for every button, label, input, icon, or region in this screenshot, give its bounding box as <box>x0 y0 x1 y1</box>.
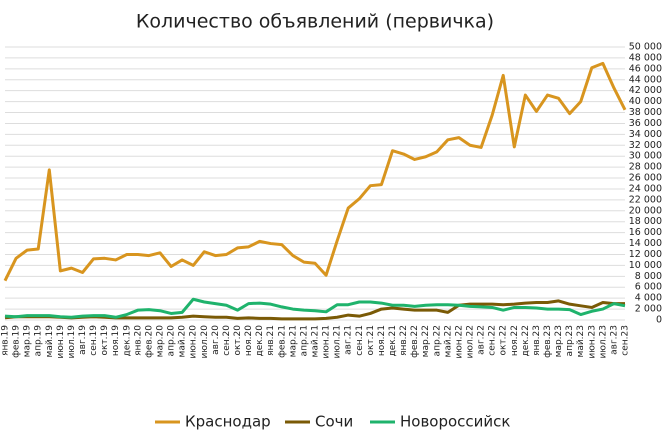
x-tick-label: апр.20 <box>167 325 177 357</box>
x-tick-label: окт.22 <box>499 325 509 356</box>
x-tick-label: июн.19 <box>56 325 66 359</box>
y-tick-label: 2 000 <box>635 304 662 315</box>
y-tick-label: 36 000 <box>629 118 662 129</box>
y-tick-label: 44 000 <box>629 74 662 85</box>
y-tick-label: 42 000 <box>629 85 662 96</box>
legend-label: Новороссийск <box>400 413 510 431</box>
y-tick-label: 0 <box>656 315 662 326</box>
y-tick-label: 34 000 <box>629 129 662 140</box>
x-tick-label: фев.19 <box>12 325 22 358</box>
x-tick-label: дек.19 <box>122 325 132 357</box>
y-tick-label: 30 000 <box>629 151 662 162</box>
x-tick-label: фев.22 <box>410 325 420 358</box>
x-tick-label: сен.19 <box>89 325 99 356</box>
x-tick-label: фев.21 <box>277 325 287 358</box>
x-tick-label: дек.21 <box>388 325 398 357</box>
x-tick-label: ноя.21 <box>377 325 387 356</box>
x-tick-label: мар.20 <box>156 325 166 358</box>
x-tick-label: сен.22 <box>488 325 498 356</box>
x-tick-label: янв.19 <box>1 325 11 356</box>
x-tick-label: апр.21 <box>299 325 309 356</box>
x-tick-label: дек.20 <box>255 325 265 357</box>
x-tick-label: сен.21 <box>355 325 365 356</box>
x-tick-label: окт.19 <box>100 325 110 356</box>
y-tick-label: 28 000 <box>629 162 662 173</box>
x-tick-label: авг.20 <box>211 325 221 355</box>
y-tick-label: 40 000 <box>629 96 662 107</box>
x-tick-label: июн.20 <box>189 325 199 359</box>
y-tick-label: 38 000 <box>629 107 662 118</box>
x-tick-label: мар.23 <box>554 325 564 357</box>
legend-label: Краснодар <box>185 413 271 431</box>
x-tick-label: окт.21 <box>366 325 376 356</box>
x-tick-label: авг.19 <box>78 325 88 355</box>
legend-label: Сочи <box>315 413 353 431</box>
x-tick-label: ноя.20 <box>244 325 254 356</box>
y-tick-label: 24 000 <box>629 183 662 194</box>
x-tick-label: янв.21 <box>266 325 276 356</box>
y-tick-label: 14 000 <box>629 238 662 249</box>
y-tick-label: 6 000 <box>635 282 662 293</box>
x-tick-label: май.22 <box>443 325 453 357</box>
x-tick-label: авг.23 <box>609 325 619 355</box>
x-tick-label: июл.21 <box>333 325 343 359</box>
x-tick-label: фев.20 <box>144 325 154 358</box>
y-tick-label: 18 000 <box>629 216 662 227</box>
x-tick-label: авг.22 <box>477 325 487 355</box>
x-tick-label: мар.19 <box>23 325 33 358</box>
x-tick-label: май.21 <box>311 325 321 357</box>
y-tick-label: 8 000 <box>635 271 662 282</box>
x-tick-label: июн.22 <box>454 325 464 359</box>
y-tick-label: 22 000 <box>629 194 662 205</box>
x-tick-label: окт.20 <box>233 325 243 356</box>
chart-title: Количество объявлений (первичка) <box>136 11 494 33</box>
x-tick-label: ноя.19 <box>111 325 121 356</box>
y-tick-label: 48 000 <box>629 52 662 63</box>
x-tick-label: май.19 <box>45 325 55 358</box>
x-tick-label: май.23 <box>576 325 586 357</box>
x-tick-label: мар.21 <box>288 325 298 357</box>
series-line <box>4 297 626 319</box>
x-tick-label: янв.22 <box>399 325 409 356</box>
x-tick-label: июл.23 <box>598 325 608 359</box>
x-tick-label: сен.20 <box>222 325 232 356</box>
x-tick-label: июн.21 <box>322 325 332 359</box>
x-tick-label: апр.19 <box>34 325 44 357</box>
y-tick-label: 12 000 <box>629 249 662 260</box>
y-tick-label: 50 000 <box>629 42 662 53</box>
y-tick-label: 20 000 <box>629 205 662 216</box>
x-tick-label: янв.23 <box>532 325 542 356</box>
y-tick-label: 4 000 <box>635 293 662 304</box>
y-tick-label: 46 000 <box>629 63 662 74</box>
y-tick-label: 10 000 <box>629 260 662 271</box>
x-tick-label: авг.21 <box>344 325 354 355</box>
x-tick-label: янв.20 <box>133 325 143 356</box>
y-tick-label: 26 000 <box>629 173 662 184</box>
y-tick-label: 32 000 <box>629 140 662 151</box>
x-tick-label: июл.20 <box>200 325 210 359</box>
x-tick-label: дек.22 <box>521 325 531 357</box>
x-tick-label: апр.23 <box>565 325 575 356</box>
x-tick-label: сен.23 <box>621 325 631 356</box>
x-tick-label: мар.22 <box>421 325 431 357</box>
y-tick-label: 16 000 <box>629 227 662 238</box>
x-tick-label: апр.22 <box>432 325 442 356</box>
series-line <box>3 61 627 282</box>
x-tick-label: июл.22 <box>466 325 476 359</box>
x-tick-label: июн.23 <box>587 325 597 359</box>
x-tick-label: фев.23 <box>543 325 553 358</box>
x-tick-label: июл.19 <box>67 325 77 359</box>
x-tick-label: ноя.22 <box>510 325 520 356</box>
x-tick-label: май.20 <box>178 325 188 358</box>
